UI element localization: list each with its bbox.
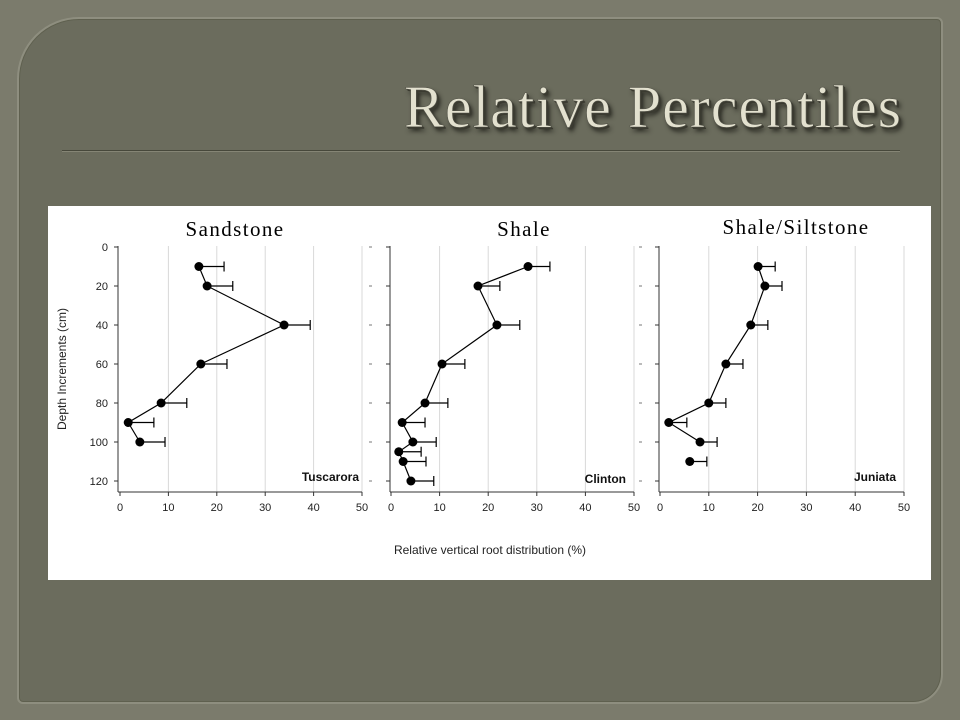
shale-point-d105 (394, 447, 404, 457)
sandstone-ytick-label-120: 120 (90, 476, 108, 488)
sandstone-point-d60 (196, 359, 206, 369)
shale-xtick-label-40: 40 (579, 502, 591, 514)
shale-siltstone-point-d90 (664, 418, 674, 427)
panel-title-shale: Shale (497, 217, 551, 241)
shale-xtick-label-30: 30 (531, 502, 543, 514)
shale-xtick-label-50: 50 (628, 502, 640, 514)
annotation-tuscarora: Tuscarora (302, 470, 359, 484)
sandstone-ytick-label-0: 0 (102, 242, 108, 254)
sandstone-point-d90 (123, 418, 133, 427)
shale-siltstone-point-d80 (704, 398, 714, 408)
shale-siltstone-xtick-label-40: 40 (849, 502, 861, 514)
sandstone-xtick-label-20: 20 (211, 502, 223, 514)
sandstone-point-d100 (135, 437, 145, 447)
sandstone-point-d10 (194, 262, 204, 271)
shale-point-d110 (398, 457, 408, 466)
sandstone-xtick-label-0: 0 (117, 502, 123, 514)
panel-title-shale-siltstone: Shale/Siltstone (723, 215, 870, 239)
shale-siltstone-xtick-label-0: 0 (657, 502, 663, 514)
annotation-juniata: Juniata (854, 470, 896, 484)
shale-point-d60 (437, 359, 447, 369)
sandstone-ytick-label-60: 60 (96, 359, 108, 371)
sandstone-xtick-label-40: 40 (307, 502, 319, 514)
shale-point-d100 (408, 437, 418, 447)
sandstone-ytick-label-40: 40 (96, 320, 108, 332)
annotation-clinton: Clinton (585, 472, 626, 486)
sandstone-ytick-label-100: 100 (90, 437, 108, 449)
sandstone-ytick-label-80: 80 (96, 398, 108, 410)
panel-title-sandstone: Sandstone (186, 217, 285, 241)
shale-siltstone-xtick-label-50: 50 (898, 502, 910, 514)
plot-panels: 0 10 20 30 40 50 0 20 40 60 80 100 120 0 10 20 30 40 50 0 10… (90, 242, 910, 514)
shale-point-d120 (406, 476, 416, 486)
shale-siltstone-point-d20 (760, 281, 770, 291)
shale-series-line (398, 265, 529, 482)
shale-siltstone-xtick-label-20: 20 (751, 502, 763, 514)
shale-siltstone-point-d40 (746, 320, 756, 330)
shale-siltstone-point-d100 (695, 437, 705, 447)
chart-background (48, 206, 931, 580)
shale-siltstone-xtick-label-10: 10 (703, 502, 715, 514)
sandstone-xtick-label-30: 30 (259, 502, 271, 514)
sandstone-xtick-label-50: 50 (356, 502, 368, 514)
shale-xtick-label-0: 0 (388, 502, 394, 514)
shale-point-d10 (523, 262, 533, 271)
title-divider (62, 150, 900, 151)
sandstone-xtick-label-10: 10 (162, 502, 174, 514)
sandstone-point-d20 (202, 281, 212, 291)
y-axis-label: Depth Increments (cm) (55, 308, 69, 430)
shale-point-d40 (492, 320, 502, 330)
sandstone-ytick-label-20: 20 (96, 281, 108, 293)
shale-point-d20 (473, 281, 483, 291)
x-axis-label: Relative vertical root distribution (%) (394, 543, 586, 557)
shale-xtick-label-10: 10 (433, 502, 445, 514)
sandstone-point-d40 (279, 320, 289, 330)
shale-siltstone-xtick-label-30: 30 (800, 502, 812, 514)
sandstone-point-d80 (156, 398, 166, 408)
shale-siltstone-point-d60 (721, 359, 731, 369)
shale-point-d90 (397, 418, 407, 427)
shale-siltstone-point-d110 (685, 457, 695, 466)
shale-xtick-label-20: 20 (482, 502, 494, 514)
slide-title: Relative Percentiles (403, 74, 902, 140)
shale-siltstone-point-d10 (753, 262, 763, 271)
shale-point-d80 (420, 398, 430, 408)
